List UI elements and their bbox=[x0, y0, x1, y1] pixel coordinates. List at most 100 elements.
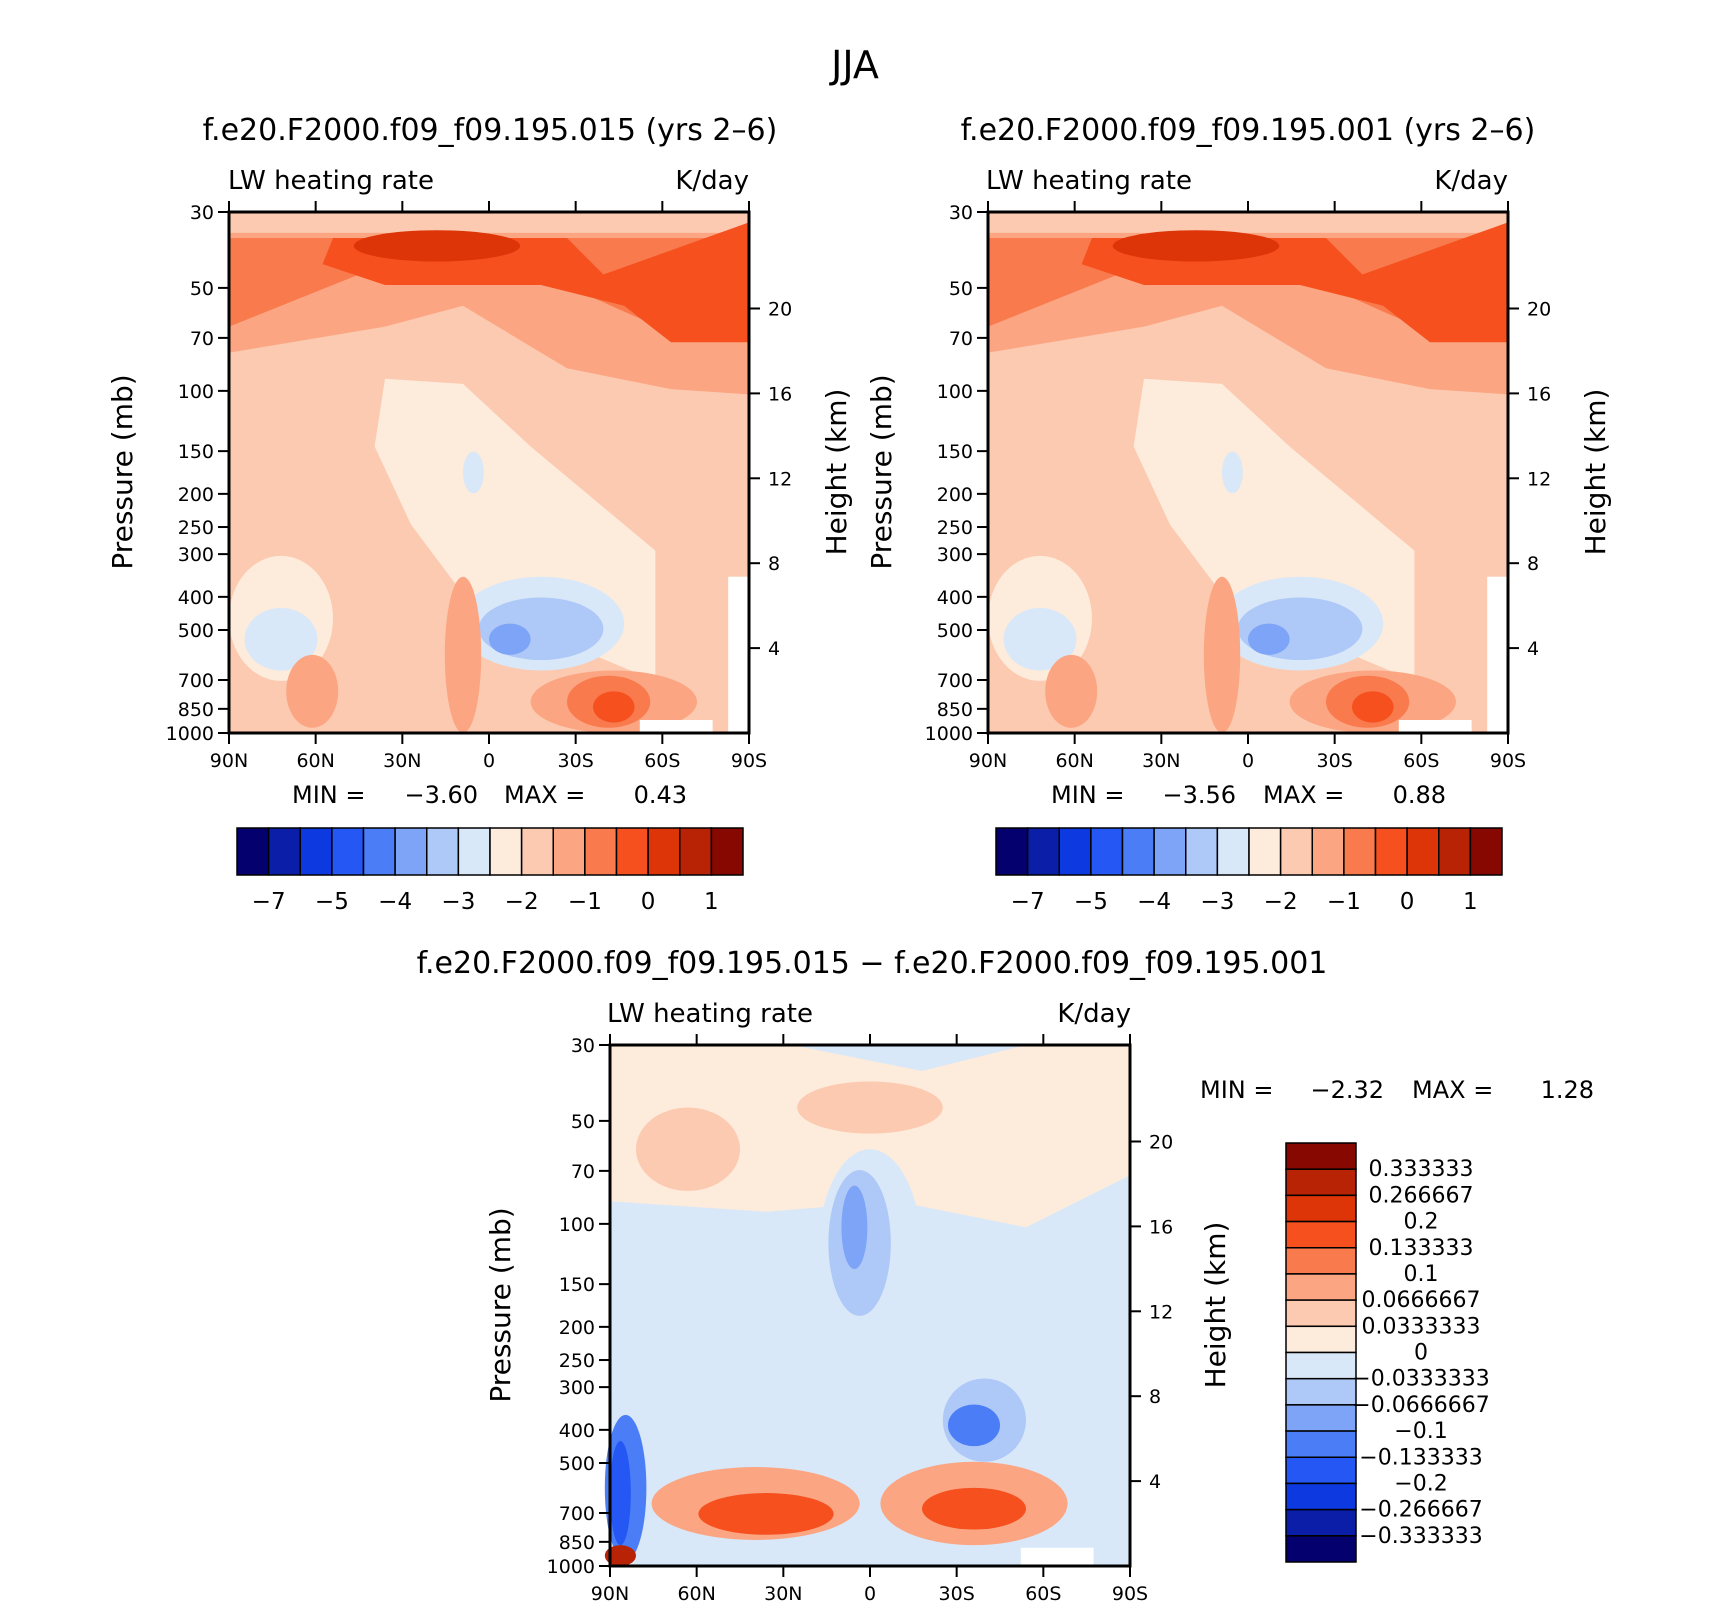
p2-colorbar-label: 0 bbox=[1400, 889, 1415, 915]
p3-y2-tick-label: 16 bbox=[1149, 1216, 1173, 1238]
p3-colorbar-swatch bbox=[1285, 1351, 1357, 1380]
panel-2-right-subtitle: K/day bbox=[1434, 166, 1508, 196]
p3-y-tick-label: 100 bbox=[559, 1214, 595, 1236]
p1-orange-left bbox=[286, 654, 339, 728]
panel-1-max-value: 0.43 bbox=[634, 781, 687, 809]
p2-peak-core bbox=[1112, 230, 1280, 262]
p3-light-upper bbox=[610, 1045, 1130, 1228]
p3-y-tick-label: 1000 bbox=[547, 1556, 595, 1578]
p2-y2-tick-label: 8 bbox=[1527, 553, 1539, 575]
p3-colorbar-label: 0.2 bbox=[1404, 1210, 1439, 1235]
p2-y-tick-label: 400 bbox=[937, 587, 973, 609]
p1-colorbar-swatch bbox=[362, 827, 396, 876]
p1-colorbar-swatch bbox=[331, 827, 365, 876]
p3-y-tick-label: 500 bbox=[559, 1453, 595, 1475]
p1-y-tick-label: 850 bbox=[178, 699, 214, 721]
panel-3-plot-area bbox=[604, 1045, 1130, 1566]
panel-2-ylabel: Pressure (mb) bbox=[865, 374, 898, 569]
p2-colorbar-swatch bbox=[1090, 827, 1124, 876]
p2-colorbar-swatch bbox=[1248, 827, 1282, 876]
panel-1-min-value: −3.60 bbox=[404, 781, 478, 809]
panel-2-title: f.e20.F2000.f09_f09.195.001 (yrs 2–6) bbox=[961, 113, 1536, 148]
p2-y2-tick-label: 4 bbox=[1527, 638, 1539, 660]
panel-2-plot-area bbox=[988, 212, 1508, 733]
p2-missing-edge bbox=[1487, 576, 1508, 733]
p3-y-tick-label: 50 bbox=[571, 1111, 595, 1133]
panel-3-axes: 90N 60N 30N 0 30S 60S 90S 30 50 70 100 150 200 250 300… bbox=[547, 1034, 1173, 1605]
p3-colorbar-swatch bbox=[1285, 1142, 1357, 1170]
figure-title: JJA bbox=[829, 43, 879, 87]
p2-colorbar-swatch bbox=[1374, 827, 1408, 876]
p1-y-tick-label: 500 bbox=[178, 620, 214, 642]
p1-colorbar-label: −1 bbox=[568, 889, 602, 915]
p2-colorbar-swatch bbox=[1438, 827, 1472, 876]
p3-colorbar-swatch bbox=[1285, 1430, 1357, 1458]
p2-colorbar-swatch bbox=[1311, 827, 1345, 876]
p2-x-tick-label: 30S bbox=[1317, 750, 1353, 772]
panel-2: f.e20.F2000.f09_f09.195.001 (yrs 2–6) LW… bbox=[865, 113, 1612, 915]
p3-red-right-core bbox=[922, 1487, 1026, 1530]
p2-colorbar-swatch bbox=[1121, 827, 1155, 876]
p3-colorbar-label: −0.0333333 bbox=[1352, 1367, 1489, 1392]
p2-orange-left bbox=[1045, 654, 1098, 728]
p3-colorbar-label: 0.0333333 bbox=[1362, 1314, 1481, 1339]
p3-colorbar-swatch bbox=[1285, 1273, 1357, 1301]
p3-colorbar-label: −0.1 bbox=[1394, 1419, 1447, 1444]
p1-blue-left bbox=[244, 607, 318, 671]
p3-colorbar-swatch bbox=[1285, 1247, 1357, 1275]
panel-3-y2label: Height (km) bbox=[1199, 1222, 1232, 1389]
p1-colorbar-label: 1 bbox=[704, 889, 719, 915]
panel-3-left-subtitle: LW heating rate bbox=[607, 999, 813, 1029]
p3-blue-left-core bbox=[610, 1440, 631, 1546]
p1-x-tick-label: 30N bbox=[383, 750, 421, 772]
p1-y-tick-label: 30 bbox=[190, 202, 214, 224]
p1-y-tick-label: 200 bbox=[178, 484, 214, 506]
panel-1-left-subtitle: LW heating rate bbox=[228, 166, 434, 196]
p3-colorbar-label: −0.133333 bbox=[1359, 1445, 1482, 1470]
p1-x-tick-label: 30S bbox=[558, 750, 594, 772]
p2-colorbar-swatch bbox=[1343, 827, 1377, 876]
panel-3-right-subtitle: K/day bbox=[1057, 999, 1131, 1029]
p2-y2-tick-label: 12 bbox=[1527, 468, 1551, 490]
p3-x-tick-label: 60N bbox=[677, 1583, 715, 1605]
p3-x-tick-label: 90N bbox=[591, 1583, 629, 1605]
p2-y-tick-label: 700 bbox=[937, 670, 973, 692]
p3-y-tick-label: 250 bbox=[559, 1350, 595, 1372]
p3-colorbar-label: −0.2 bbox=[1394, 1471, 1447, 1496]
p2-y-tick-label: 1000 bbox=[925, 723, 973, 745]
p1-y2-tick-label: 8 bbox=[768, 553, 780, 575]
p2-colorbar-label: 1 bbox=[1463, 889, 1478, 915]
panel-3-min-value: −2.32 bbox=[1310, 1076, 1384, 1104]
p3-x-tick-label: 60S bbox=[1025, 1583, 1061, 1605]
p1-colorbar-swatch bbox=[489, 827, 523, 876]
p2-x-tick-label: 90S bbox=[1490, 750, 1526, 772]
p3-colorbar-label: 0 bbox=[1414, 1341, 1428, 1366]
panel-2-colorbar: −7 −5 −4 −3 −2 −1 0 1 bbox=[995, 827, 1503, 915]
p3-blue-center-core bbox=[841, 1185, 868, 1270]
p3-y2-tick-label: 20 bbox=[1149, 1131, 1173, 1153]
panel-1-axes: 90N 60N 30N 0 30S 60S 90S 30 50 70 100 150 200 250 300… bbox=[166, 201, 792, 772]
panel-3-max-value: 1.28 bbox=[1541, 1076, 1594, 1104]
panel-3-min-label: MIN = bbox=[1200, 1076, 1273, 1104]
p3-colorbar-label: −0.0666667 bbox=[1352, 1393, 1489, 1418]
p3-y-tick-label: 30 bbox=[571, 1035, 595, 1057]
p1-colorbar-swatch bbox=[520, 827, 554, 876]
p2-colorbar-swatch bbox=[1153, 827, 1187, 876]
p3-y-tick-label: 400 bbox=[559, 1420, 595, 1442]
p2-colorbar-swatch bbox=[1026, 827, 1060, 876]
p1-colorbar-label: −2 bbox=[505, 889, 539, 915]
panel-2-min-label: MIN = bbox=[1051, 781, 1124, 809]
p2-colorbar-swatch bbox=[995, 827, 1029, 876]
p2-colorbar-label: −3 bbox=[1200, 889, 1234, 915]
p1-colorbar-swatch bbox=[267, 827, 301, 876]
p2-x-tick-label: 60S bbox=[1403, 750, 1439, 772]
p1-blue-dot bbox=[463, 451, 484, 494]
p1-y-tick-label: 1000 bbox=[166, 723, 214, 745]
p1-colorbar-swatch bbox=[299, 827, 333, 876]
p2-colorbar-swatch bbox=[1185, 827, 1219, 876]
p3-blue-lobe-core bbox=[948, 1404, 1000, 1447]
p2-y-tick-label: 70 bbox=[949, 328, 973, 350]
p1-y2-tick-label: 4 bbox=[768, 638, 780, 660]
p2-y-tick-label: 50 bbox=[949, 278, 973, 300]
p1-x-tick-label: 60S bbox=[644, 750, 680, 772]
